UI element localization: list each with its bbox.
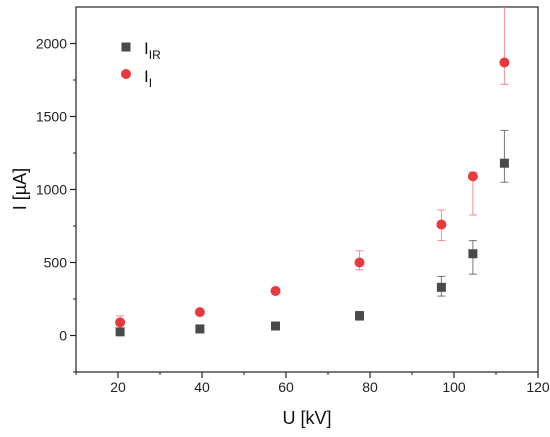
point-iir [271,321,280,331]
y-axis-title: I [µA] [10,168,30,210]
point-ii [354,257,365,268]
x-tick-label: 120 [526,379,550,395]
plot-frame [75,6,539,373]
point-ii [270,285,281,296]
x-axis-ticks: 20 40 60 80 100 120 [75,372,550,395]
x-tick-label: 60 [278,379,294,395]
point-ii [499,57,510,68]
y-tick-label: 1500 [36,109,67,125]
x-tick-label: 80 [362,379,378,395]
x-tick-label: 40 [194,379,210,395]
legend-marker-iir [121,42,131,52]
point-ii [194,307,205,318]
point-ii [467,171,478,182]
legend: IIR II [121,39,161,90]
point-iir [499,158,509,168]
y-tick-label: 2000 [36,36,67,52]
point-ii [115,317,126,328]
point-iir [436,282,446,292]
y-tick-label: 0 [59,328,67,344]
legend-marker-ii [121,69,131,79]
y-tick-label: 1000 [36,182,67,198]
y-tick-label: 500 [44,255,68,271]
x-axis-title: U [kV] [282,408,331,428]
point-iir [355,311,364,321]
y-axis-ticks: 0 500 1000 1500 2000 [36,36,76,373]
legend-label-iir: IIR [144,39,161,62]
x-tick-label: 20 [110,379,126,395]
point-iir [468,249,478,259]
x-tick-label: 100 [442,379,466,395]
legend-label-ii: II [144,67,152,90]
data-marks [115,7,510,337]
point-iir [115,327,125,337]
point-iir [195,324,205,334]
point-ii [436,219,447,230]
